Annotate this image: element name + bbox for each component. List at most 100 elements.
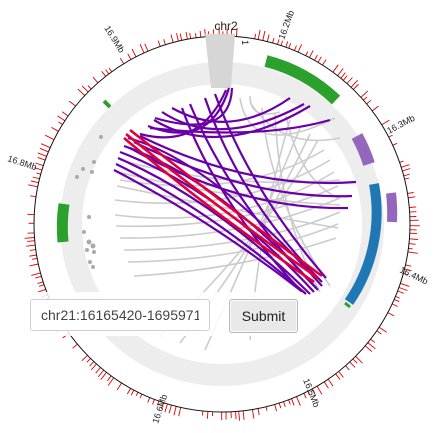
variant-tick bbox=[163, 39, 166, 45]
variant-tick bbox=[185, 31, 188, 40]
variant-tick bbox=[397, 290, 404, 294]
variant-tick bbox=[61, 111, 69, 117]
grey-link bbox=[116, 185, 339, 229]
variant-tick bbox=[195, 33, 197, 38]
variant-tick bbox=[274, 404, 278, 412]
variant-tick bbox=[41, 143, 51, 149]
variant-tick bbox=[189, 32, 192, 39]
grey-link bbox=[249, 95, 281, 115]
variant-tick bbox=[238, 411, 241, 421]
variant-tick bbox=[77, 88, 86, 96]
variant-tick bbox=[280, 40, 284, 46]
variant-tick bbox=[107, 377, 115, 386]
gene-block-green-small bbox=[102, 99, 112, 109]
variant-tick bbox=[139, 44, 145, 54]
variant-tick bbox=[31, 257, 38, 260]
purple-link bbox=[161, 103, 305, 131]
variant-tick bbox=[152, 399, 155, 405]
variant-tick bbox=[404, 268, 412, 272]
scatter-point bbox=[87, 215, 91, 219]
variant-tick bbox=[235, 411, 237, 420]
variant-tick bbox=[398, 287, 408, 291]
red-link bbox=[125, 132, 319, 280]
variant-tick bbox=[34, 167, 43, 171]
scatter-point bbox=[85, 248, 89, 252]
variant-tick bbox=[408, 247, 413, 250]
gene-block-green-tick bbox=[344, 301, 351, 309]
variant-tick bbox=[100, 372, 107, 380]
variant-tick bbox=[44, 134, 55, 141]
variant-tick bbox=[36, 172, 41, 175]
scatter-point bbox=[82, 230, 86, 234]
variant-tick bbox=[409, 206, 417, 208]
variant-tick bbox=[288, 399, 291, 405]
variant-tick bbox=[309, 50, 314, 58]
variant-tick bbox=[338, 371, 344, 378]
variant-tick bbox=[35, 275, 42, 279]
variant-tick bbox=[119, 57, 125, 64]
variant-tick bbox=[242, 410, 245, 420]
strand-marker: 1 bbox=[240, 40, 250, 45]
variant-tick bbox=[316, 385, 323, 395]
variant-tick bbox=[164, 403, 168, 413]
variant-tick bbox=[342, 75, 348, 81]
purple-link bbox=[115, 163, 307, 295]
variant-tick bbox=[407, 191, 414, 194]
variant-tick bbox=[81, 354, 88, 362]
variant-tick bbox=[408, 243, 416, 245]
scatter-point bbox=[92, 160, 96, 164]
variant-tick bbox=[317, 56, 322, 63]
variant-tick bbox=[381, 119, 390, 126]
purple-link bbox=[133, 141, 353, 198]
variant-tick bbox=[95, 367, 101, 374]
variant-tick bbox=[307, 390, 311, 396]
variant-tick bbox=[116, 382, 122, 391]
variant-tick bbox=[37, 281, 44, 285]
variant-tick bbox=[311, 388, 316, 396]
variant-tick bbox=[352, 358, 358, 364]
variant-tick bbox=[407, 251, 418, 254]
scatter-points bbox=[75, 135, 103, 269]
variant-tick bbox=[403, 273, 409, 276]
variant-tick bbox=[69, 100, 76, 107]
variant-tick bbox=[29, 249, 36, 251]
variant-tick bbox=[39, 147, 49, 153]
variant-tick bbox=[405, 264, 412, 267]
variant-tick bbox=[51, 127, 59, 132]
scatter-point bbox=[81, 167, 85, 171]
variant-tick bbox=[29, 263, 39, 267]
region-input[interactable] bbox=[30, 299, 210, 331]
grey-link bbox=[114, 171, 335, 219]
variant-tick bbox=[370, 338, 376, 343]
variant-tick bbox=[409, 238, 418, 240]
submit-button[interactable]: Submit bbox=[229, 299, 298, 333]
variant-tick bbox=[107, 375, 112, 382]
variant-tick bbox=[170, 34, 174, 43]
red-links bbox=[123, 128, 323, 284]
variant-tick bbox=[277, 39, 280, 45]
variant-tick bbox=[283, 401, 286, 407]
scatter-point bbox=[90, 170, 94, 174]
variant-tick bbox=[392, 303, 398, 307]
region-form: Submit bbox=[24, 292, 302, 336]
variant-tick bbox=[32, 176, 40, 180]
variant-tick bbox=[296, 396, 301, 406]
variant-tick bbox=[31, 272, 41, 276]
variant-tick bbox=[28, 184, 38, 188]
variant-tick bbox=[235, 27, 238, 37]
scatter-point bbox=[86, 239, 92, 245]
scatter-point bbox=[91, 265, 95, 269]
variant-tick bbox=[345, 365, 350, 371]
variant-tick bbox=[201, 410, 204, 416]
variant-tick bbox=[399, 160, 404, 163]
grey-link bbox=[133, 237, 337, 277]
variant-tick bbox=[38, 284, 45, 287]
red-link bbox=[129, 128, 323, 278]
scale-label-16-2mb: 16.2Mb bbox=[276, 9, 296, 41]
grey-link bbox=[239, 97, 336, 136]
variant-tick bbox=[364, 345, 373, 352]
variant-tick bbox=[400, 282, 410, 287]
variant-tick bbox=[101, 71, 107, 77]
variant-tick bbox=[27, 240, 35, 242]
